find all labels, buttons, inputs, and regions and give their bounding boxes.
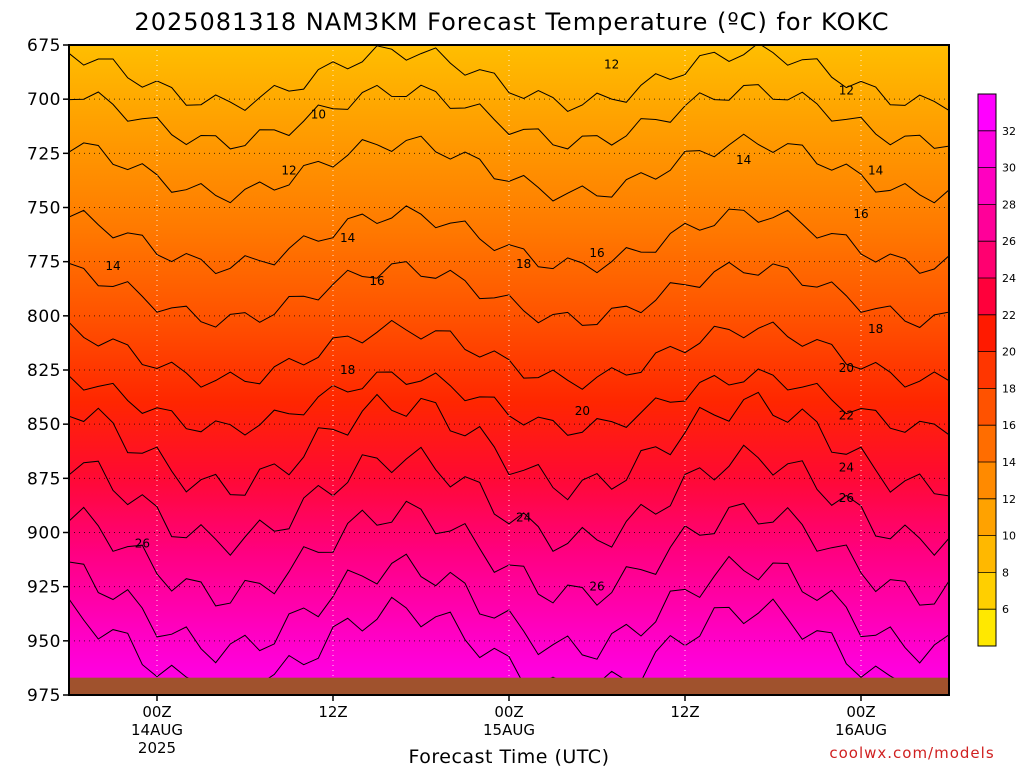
contour-label: 14 xyxy=(340,231,355,245)
colorbar-segment xyxy=(978,462,996,499)
y-tick-label: 950 xyxy=(27,632,61,652)
isotherm-10 xyxy=(69,84,949,150)
colorbar-tick-label: 8 xyxy=(1002,566,1009,579)
colorbar-tick-label: 22 xyxy=(1002,309,1016,322)
isotherm-22 xyxy=(69,391,949,501)
colorbar-tick-label: 28 xyxy=(1002,198,1016,211)
contour-label: 16 xyxy=(853,207,868,221)
contour-label: 20 xyxy=(575,404,590,418)
x-tick-label: 12Z xyxy=(670,703,699,721)
isotherm-14 xyxy=(69,205,949,275)
x-tick-label: 00Z xyxy=(494,703,523,721)
colorbar-segment xyxy=(978,498,996,536)
contour-label: 16 xyxy=(369,274,384,288)
y-tick-label: 850 xyxy=(27,415,61,435)
contour-label: 12 xyxy=(839,84,854,98)
y-tick-label: 700 xyxy=(27,90,61,110)
colorbar-tick-label: 12 xyxy=(1002,493,1016,506)
colorbar-segment xyxy=(978,130,996,168)
contour-label: 16 xyxy=(589,246,604,260)
y-tick-label: 825 xyxy=(27,361,61,381)
contour-label: 18 xyxy=(340,363,355,377)
colorbar-tick-label: 16 xyxy=(1002,419,1016,432)
grid-lines xyxy=(69,45,949,695)
colorbar-tick-label: 24 xyxy=(1002,272,1016,285)
x-tick-label: 2025 xyxy=(138,739,176,757)
y-axis: 675 700 725 750 775 800 825 850 875 900 925 950 975 xyxy=(27,36,69,706)
isotherm-24 xyxy=(69,444,949,556)
colorbar-segment xyxy=(978,204,996,242)
x-tick-label: 14AUG xyxy=(131,721,183,739)
colorbar-frame xyxy=(977,93,997,647)
x-tick-label: 00Z xyxy=(846,703,875,721)
contour-label: 14 xyxy=(105,259,120,273)
colorbar-segment xyxy=(978,278,996,315)
colorbar-tick-label: 30 xyxy=(1002,162,1016,175)
contour-label: 14 xyxy=(736,153,751,167)
contour-label: 18 xyxy=(516,257,531,271)
colorbar-segment xyxy=(978,609,996,646)
chart-title: 2025081318 NAM3KM Forecast Temperature (… xyxy=(134,8,889,36)
contour-labels: 10 12 12 12 14 14 14 14 16 16 16 18 18 18 20 20 22 24 24 26… xyxy=(105,58,883,594)
contour-label: 20 xyxy=(839,361,854,375)
contour-label: 10 xyxy=(311,107,326,121)
isotherm-18 xyxy=(69,319,949,390)
colorbar-tick-label: 10 xyxy=(1002,530,1016,543)
y-tick-label: 875 xyxy=(27,469,61,489)
colorbar-segment xyxy=(978,572,996,610)
y-tick-label: 800 xyxy=(27,307,61,327)
colorbar: 6 8 10 12 14 16 18 20 22 24 26 28 30 32 xyxy=(977,93,1016,647)
colorbar-tick-label: 14 xyxy=(1002,456,1016,469)
colorbar-tick-label: 32 xyxy=(1002,125,1016,138)
colorbar-segment xyxy=(978,535,996,573)
contour-label: 26 xyxy=(589,580,604,594)
y-tick-label: 750 xyxy=(27,199,61,219)
ground-surface xyxy=(69,677,949,695)
y-tick-label: 725 xyxy=(27,144,61,164)
colorbar-segment xyxy=(978,94,996,131)
colorbar-tick-label: 20 xyxy=(1002,346,1016,359)
y-tick-label: 975 xyxy=(27,686,61,706)
isotherm-12 xyxy=(69,133,949,204)
isotherm-16 xyxy=(69,261,949,329)
colorbar-segment xyxy=(978,167,996,205)
contour-label: 12 xyxy=(281,164,296,178)
x-tick-label: 16AUG xyxy=(835,721,887,739)
contour-label: 26 xyxy=(839,491,854,505)
colorbar-segment xyxy=(978,388,996,426)
contour-label: 18 xyxy=(868,322,883,336)
y-tick-label: 900 xyxy=(27,524,61,544)
contour-label: 14 xyxy=(868,164,883,178)
x-tick-label: 15AUG xyxy=(483,721,535,739)
contour-label: 26 xyxy=(135,536,150,550)
contour-label: 24 xyxy=(839,461,854,475)
contour-label: 12 xyxy=(604,58,619,72)
plot-area: 10 12 12 12 14 14 14 14 16 16 16 18 18 18 20 20 22 24 24 26… xyxy=(69,45,949,695)
colorbar-tick-label: 6 xyxy=(1002,603,1009,616)
colorbar-segment xyxy=(978,351,996,389)
isotherm-8 xyxy=(69,45,949,112)
colorbar-segment xyxy=(978,314,996,352)
contour-label: 24 xyxy=(516,510,531,524)
colorbar-tick-label: 26 xyxy=(1002,235,1016,248)
contour-label: 22 xyxy=(839,409,854,423)
colorbar-segment xyxy=(978,425,996,462)
x-tick-label: 00Z xyxy=(142,703,171,721)
x-tick-label: 12Z xyxy=(318,703,347,721)
colorbar-segment xyxy=(978,241,996,278)
y-tick-label: 675 xyxy=(27,36,61,56)
credit-text: coolwx.com/models xyxy=(829,744,994,762)
y-tick-label: 775 xyxy=(27,253,61,273)
y-tick-label: 925 xyxy=(27,578,61,598)
colorbar-tick-label: 18 xyxy=(1002,382,1016,395)
x-axis-label: Forecast Time (UTC) xyxy=(409,746,610,768)
